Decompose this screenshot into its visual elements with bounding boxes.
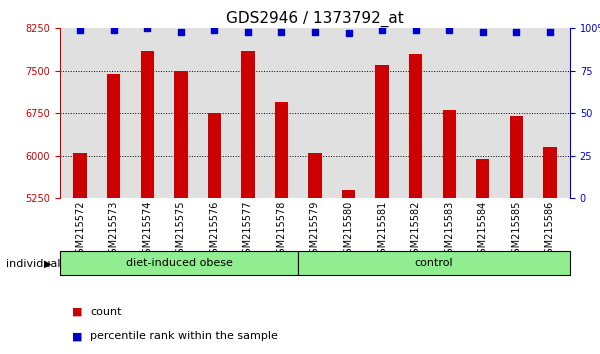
Point [310, 29, 320, 35]
Bar [73, 153, 87, 198]
Bar [174, 71, 187, 198]
Point [377, 27, 387, 33]
Bar [342, 190, 355, 198]
Text: GSM215584: GSM215584 [478, 201, 488, 260]
Bar [308, 153, 322, 198]
Point [277, 29, 286, 35]
Point [344, 30, 353, 36]
Bar [60, 251, 298, 275]
Text: GSM215578: GSM215578 [277, 201, 286, 260]
Text: GSM215574: GSM215574 [142, 201, 152, 260]
Bar [509, 116, 523, 198]
Point [445, 27, 454, 33]
Bar [543, 147, 557, 198]
Bar [241, 51, 254, 198]
Bar [476, 159, 490, 198]
Text: individual: individual [6, 259, 61, 269]
Bar [107, 74, 121, 198]
Bar [208, 113, 221, 198]
Text: GSM215586: GSM215586 [545, 201, 555, 260]
Text: ▶: ▶ [44, 259, 51, 269]
Text: GSM215580: GSM215580 [344, 201, 353, 260]
Text: GSM215581: GSM215581 [377, 201, 387, 260]
Text: control: control [415, 258, 454, 268]
Text: GSM215573: GSM215573 [109, 201, 119, 260]
Text: count: count [90, 307, 121, 316]
Point [478, 29, 488, 35]
Point [545, 29, 554, 35]
Point [243, 29, 253, 35]
Point [209, 27, 219, 33]
Bar [376, 65, 389, 198]
Point [411, 27, 421, 33]
Bar [298, 251, 570, 275]
Point [176, 29, 185, 35]
Point [142, 25, 152, 31]
Bar [409, 54, 422, 198]
Text: GSM215577: GSM215577 [243, 201, 253, 260]
Point [76, 27, 85, 33]
Point [109, 27, 118, 33]
Bar [275, 102, 288, 198]
Bar [140, 51, 154, 198]
Text: GSM215572: GSM215572 [75, 201, 85, 260]
Point [512, 29, 521, 35]
Bar [443, 110, 456, 198]
Text: ■: ■ [72, 331, 83, 341]
Text: GSM215583: GSM215583 [444, 201, 454, 260]
Title: GDS2946 / 1373792_at: GDS2946 / 1373792_at [226, 11, 404, 27]
Text: GSM215576: GSM215576 [209, 201, 220, 260]
Text: GSM215585: GSM215585 [511, 201, 521, 260]
Text: GSM215575: GSM215575 [176, 201, 186, 260]
Text: GSM215579: GSM215579 [310, 201, 320, 260]
Text: GSM215582: GSM215582 [410, 201, 421, 260]
Text: percentile rank within the sample: percentile rank within the sample [90, 331, 278, 341]
Text: ■: ■ [72, 307, 83, 316]
Text: diet-induced obese: diet-induced obese [125, 258, 233, 268]
